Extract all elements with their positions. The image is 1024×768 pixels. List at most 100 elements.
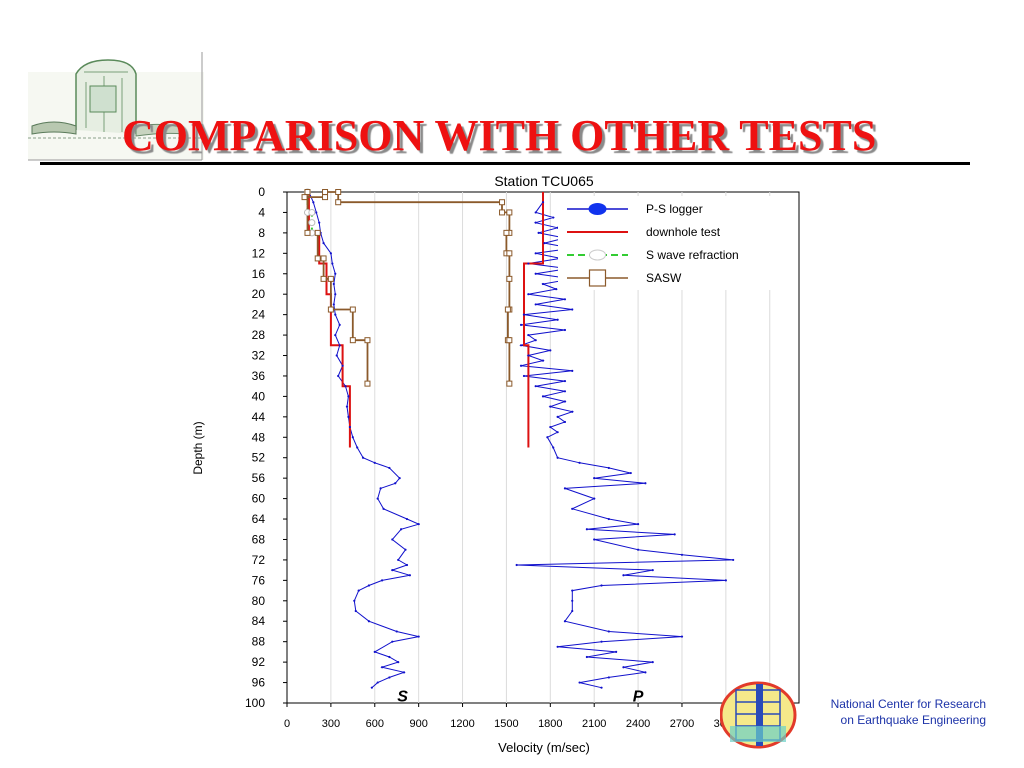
data-point (395, 630, 398, 633)
data-point (593, 538, 596, 541)
x-tick-label: 0 (284, 718, 290, 730)
series-annotation: P (633, 688, 644, 705)
data-point (556, 645, 559, 648)
data-point (398, 477, 401, 480)
data-point (585, 655, 588, 659)
data-point (345, 405, 349, 408)
sasw-marker (506, 380, 513, 387)
y-tick-label: 8 (258, 226, 265, 240)
data-point (546, 436, 549, 439)
y-tick-label: 20 (252, 287, 266, 301)
data-point (556, 456, 559, 459)
organization-line-2: on Earthquake Engineering (840, 713, 986, 727)
y-tick-label: 16 (252, 267, 266, 281)
data-point (376, 497, 379, 500)
legend-label: P-S logger (646, 202, 703, 216)
data-point (563, 379, 567, 383)
sasw-marker (504, 306, 511, 313)
data-point (543, 242, 546, 245)
sasw-marker (503, 229, 510, 236)
sasw-marker (314, 229, 321, 236)
data-point (332, 282, 335, 286)
y-tick-label: 12 (252, 246, 266, 260)
chart-legend: P-S logger downhole test S wave refraction… (558, 196, 794, 290)
data-point (563, 328, 567, 332)
data-point (563, 487, 567, 490)
sasw-marker (506, 275, 513, 282)
refraction-marker (308, 208, 316, 216)
data-point (402, 671, 406, 674)
y-tick-label: 68 (252, 532, 266, 546)
data-point (607, 630, 610, 633)
data-point (329, 252, 332, 255)
data-point (417, 635, 420, 638)
data-point (673, 533, 676, 536)
data-point (651, 661, 654, 664)
sasw-marker (506, 337, 513, 344)
data-point (527, 333, 530, 337)
data-point (563, 420, 567, 424)
data-point (361, 456, 365, 459)
station-hut-sketch-icon (28, 52, 204, 161)
data-point (556, 318, 559, 321)
data-point (607, 466, 610, 470)
data-point (338, 323, 341, 326)
data-point (607, 517, 610, 521)
data-point (622, 666, 625, 669)
data-point (522, 313, 526, 316)
data-point (534, 272, 537, 275)
data-point (334, 333, 337, 337)
legend-label: S wave refraction (646, 248, 739, 262)
x-tick-label: 2400 (626, 718, 650, 730)
data-point (373, 650, 376, 653)
data-point (555, 287, 558, 291)
y-tick-label: 36 (252, 369, 266, 383)
data-point (636, 548, 640, 551)
sasw-marker (499, 199, 506, 206)
data-point (593, 477, 596, 480)
data-point (370, 686, 373, 689)
data-point (337, 374, 340, 378)
sasw-marker (335, 199, 342, 206)
data-point (644, 671, 647, 674)
data-point (571, 369, 574, 372)
data-point (312, 201, 315, 204)
data-point (732, 558, 735, 562)
slide-title: COMPARISON WITH OTHER TESTS (122, 111, 877, 160)
data-point (404, 548, 407, 551)
data-point (367, 620, 371, 623)
sasw-marker (327, 275, 334, 282)
sasw-marker (506, 250, 513, 257)
x-tick-label: 1500 (494, 718, 518, 730)
data-point (519, 344, 523, 347)
y-tick-label: 44 (252, 410, 266, 424)
y-tick-label: 40 (252, 389, 266, 403)
data-point (600, 640, 603, 643)
data-point (644, 482, 647, 485)
data-point (541, 395, 545, 398)
data-point (563, 298, 567, 301)
data-point (515, 563, 518, 567)
data-point (552, 216, 555, 219)
data-point (335, 354, 338, 357)
data-point (388, 655, 391, 659)
data-point (367, 584, 371, 587)
x-tick-label: 300 (322, 718, 340, 730)
data-point (344, 385, 347, 388)
data-point (549, 349, 552, 352)
data-point (585, 528, 588, 531)
y-tick-label: 76 (252, 573, 266, 587)
y-tick-label: 0 (258, 185, 265, 199)
data-point (541, 201, 545, 204)
sasw-marker (322, 194, 329, 201)
sasw-marker (314, 255, 321, 262)
x-tick-label: 1200 (450, 718, 474, 730)
sasw-marker (304, 189, 311, 195)
data-point (376, 681, 379, 684)
chart-title: Station TCU065 (494, 173, 594, 189)
y-tick-label: 72 (252, 553, 266, 567)
data-point (334, 272, 337, 275)
data-point (680, 635, 684, 638)
data-point (334, 293, 337, 296)
sasw-marker (327, 306, 334, 313)
